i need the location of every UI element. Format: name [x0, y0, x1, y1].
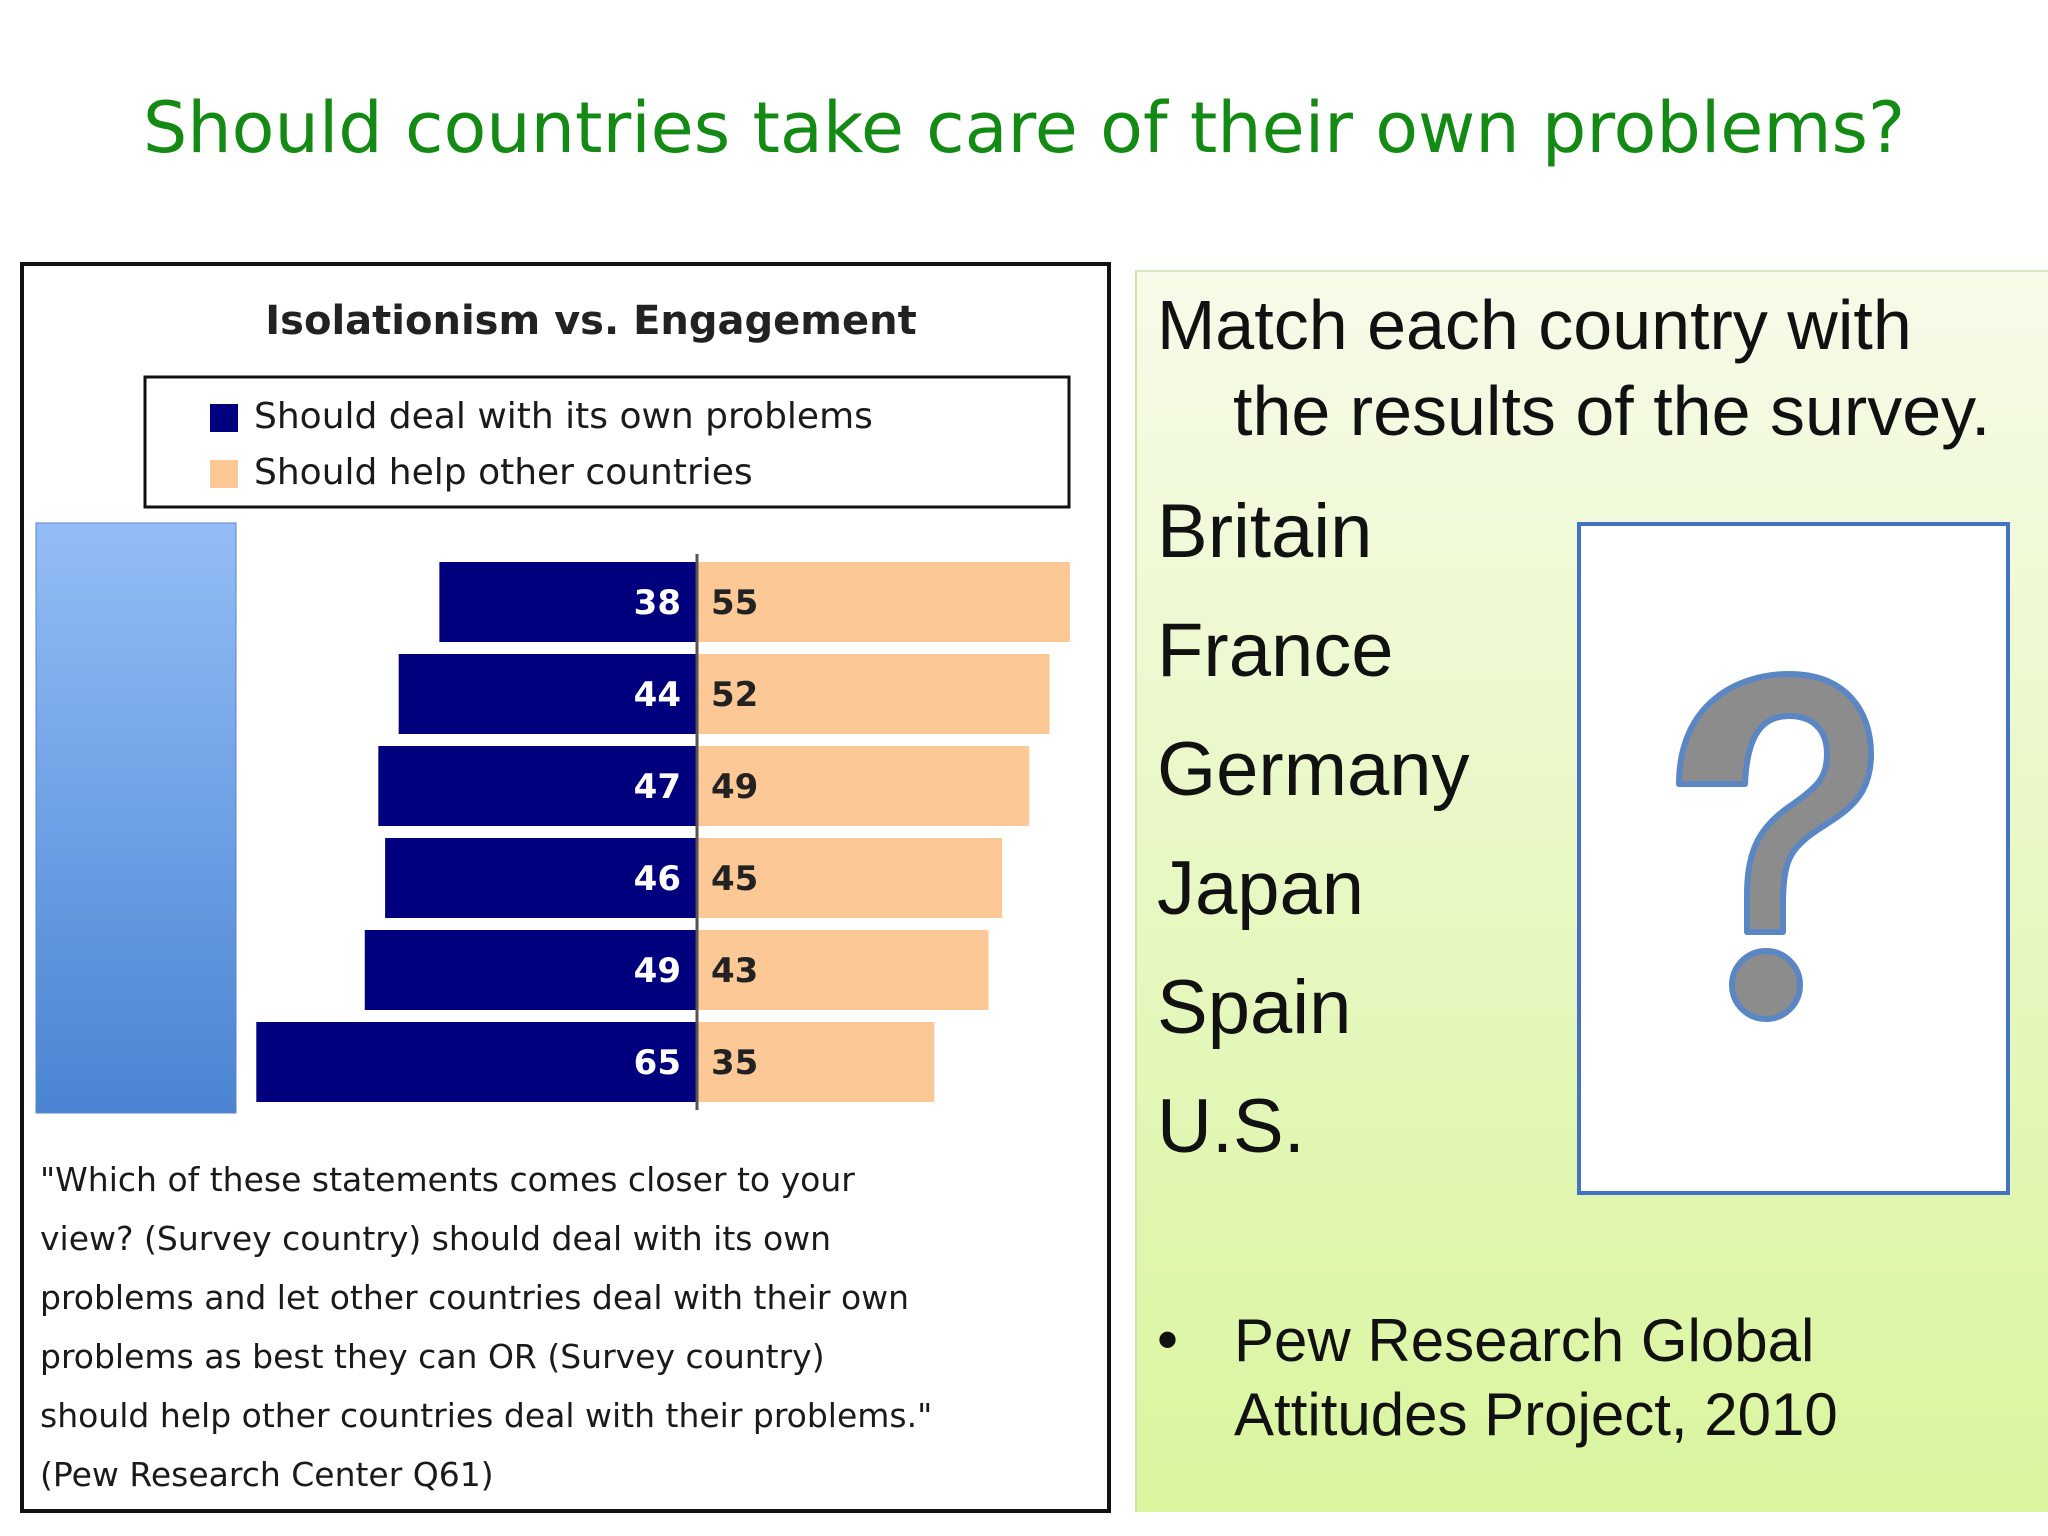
country-france: France [1157, 608, 1394, 693]
note-line: "Which of these statements comes closer … [40, 1160, 855, 1199]
bar-help-others [697, 838, 1003, 918]
bar-own-problems [439, 562, 697, 642]
country-spain: Spain [1157, 965, 1352, 1050]
source-citation: Pew Research Global Attitudes Project, 2… [1234, 1304, 2034, 1452]
data-label-help-others: 43 [711, 951, 758, 991]
legend-label-help-others: Should help other countries [254, 452, 753, 493]
instruction-text: Match each country with the results of t… [1157, 282, 2037, 454]
source-line-1: Pew Research Global [1234, 1307, 1815, 1374]
data-label-help-others: 52 [711, 675, 758, 715]
source-bullet: • [1157, 1306, 1179, 1373]
bar-help-others [697, 930, 989, 1010]
instruction-line-1: Match each country with [1157, 286, 1912, 364]
answer-placeholder-box [1577, 522, 2010, 1195]
bar-help-others [697, 746, 1030, 826]
bar-help-others [697, 654, 1050, 734]
matching-panel: Match each country with the results of t… [1135, 270, 2048, 1512]
country-list: Britain France Germany Japan Spain U.S. [1157, 472, 1470, 1186]
data-label-help-others: 45 [711, 859, 758, 899]
bar-help-others [697, 1022, 935, 1102]
note-line: problems and let other countries deal wi… [40, 1278, 910, 1317]
country-japan: Japan [1157, 846, 1365, 931]
diverging-bar-chart: Isolationism vs. Engagement Should deal … [35, 298, 1071, 1114]
country-label-panel [35, 522, 237, 1114]
country-us: U.S. [1157, 1084, 1305, 1169]
chart-title: Isolationism vs. Engagement [265, 298, 916, 344]
chart-panel: Isolationism vs. Engagement Should deal … [20, 262, 1111, 1513]
legend-box [143, 375, 1071, 509]
note-line: should help other countries deal with th… [40, 1396, 933, 1435]
bar-own-problems [364, 930, 697, 1010]
question-mark-icon [1676, 671, 1874, 1022]
data-label-own-problems: 44 [634, 675, 681, 715]
note-line: problems as best they can OR (Survey cou… [40, 1337, 825, 1376]
survey-question-note: "Which of these statements comes closer … [40, 1150, 1100, 1504]
source-line-2: Attitudes Project, 2010 [1234, 1381, 1838, 1448]
data-label-own-problems: 65 [634, 1043, 681, 1083]
note-line: view? (Survey country) should deal with … [40, 1219, 832, 1258]
legend-swatch-help-others [210, 460, 238, 488]
data-label-help-others: 35 [711, 1043, 758, 1083]
data-label-help-others: 55 [711, 583, 758, 623]
country-germany: Germany [1157, 727, 1470, 812]
data-label-own-problems: 47 [634, 767, 681, 807]
note-line: (Pew Research Center Q61) [40, 1455, 494, 1494]
data-label-own-problems: 49 [634, 951, 681, 991]
legend-swatch-own-problems [210, 404, 238, 432]
bar-help-others [697, 562, 1070, 642]
data-label-own-problems: 46 [634, 859, 681, 899]
bar-own-problems [398, 654, 697, 734]
instruction-line-2: the results of the survey. [1233, 372, 1991, 450]
bars-group: 38 55 44 52 47 49 46 45 49 43 65 35 [256, 562, 1070, 1102]
bar-own-problems [256, 1022, 697, 1102]
country-britain: Britain [1157, 489, 1373, 574]
legend-label-own-problems: Should deal with its own problems [254, 396, 873, 437]
data-label-own-problems: 38 [634, 583, 681, 623]
data-label-help-others: 49 [711, 767, 758, 807]
bar-own-problems [385, 838, 697, 918]
bar-own-problems [378, 746, 697, 826]
slide-title: Should countries take care of their own … [142, 87, 1906, 169]
